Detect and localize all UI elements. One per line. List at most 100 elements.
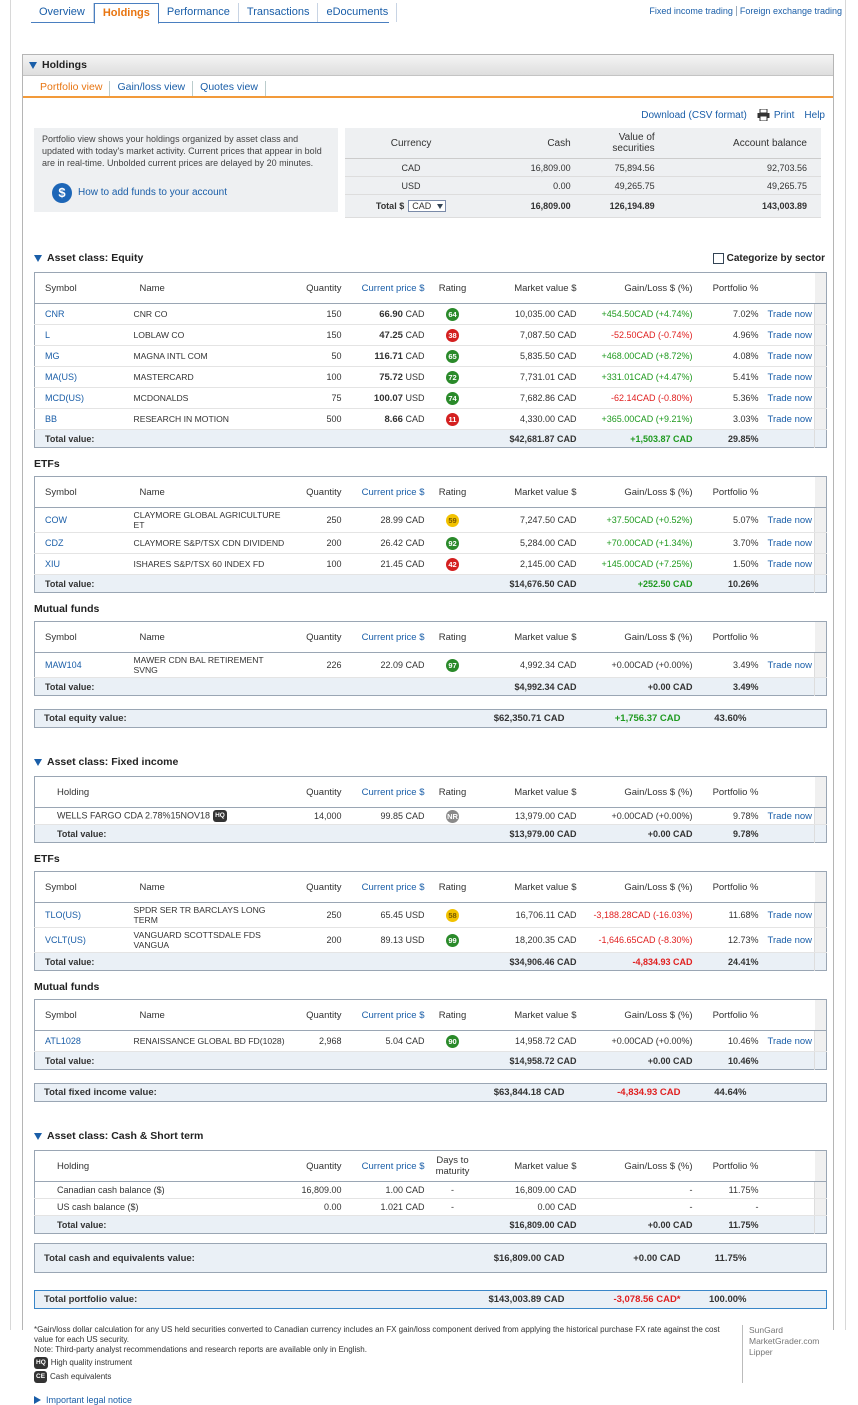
scrollbar: [814, 532, 827, 554]
symbol-link[interactable]: MA(US): [34, 366, 130, 388]
summary-row: Total portfolio value: $143,003.89 CAD -3,…: [35, 1291, 827, 1309]
collapse-icon[interactable]: [34, 1132, 42, 1140]
symbol-link[interactable]: BB: [34, 408, 130, 430]
collapse-icon[interactable]: [34, 254, 42, 262]
scrollbar: [814, 652, 827, 678]
gain-loss: +0.00CAD (+0.00%): [580, 652, 697, 678]
trade-cell: Trade now: [762, 807, 815, 825]
action-link[interactable]: Print: [773, 109, 795, 121]
trade-link[interactable]: Trade now: [767, 514, 813, 526]
view-tab[interactable]: Gain/loss view: [110, 81, 194, 96]
asset-class-title: Asset class: Equity Categorize by sector: [34, 251, 825, 265]
header-spacer: [762, 871, 815, 903]
trade-link[interactable]: Trade now: [767, 934, 813, 946]
symbol-link[interactable]: COW: [34, 507, 130, 533]
tab[interactable]: Transactions: [239, 3, 319, 22]
total-label: Total value:: [34, 824, 477, 843]
column-header: Quantity: [289, 871, 346, 903]
symbol-link[interactable]: XIU: [34, 553, 130, 575]
holding-row: MCD(US) MCDONALDS 75 100.07 USD 74 7,682.86 C…: [34, 387, 827, 409]
tab[interactable]: Holdings: [93, 3, 159, 24]
add-funds-link[interactable]: $ How to add funds to your account: [52, 183, 330, 203]
trade-cell: Trade now: [762, 303, 815, 325]
current-price: 5.04 CAD: [345, 1030, 429, 1052]
checkbox[interactable]: [712, 252, 724, 264]
asset-class: Asset class: Cash & Short term Holding Qua…: [34, 1129, 827, 1273]
legend-item: HQ High quality instrument: [34, 1357, 734, 1369]
rating-badge: 74: [446, 391, 459, 405]
quantity: 200: [289, 927, 346, 953]
legal-text[interactable]: Important legal notice: [46, 1395, 133, 1405]
view-tab[interactable]: Quotes view: [193, 81, 266, 96]
trade-link[interactable]: Trade now: [767, 392, 813, 404]
rating: 58: [428, 902, 477, 928]
security-name: RENAISSANCE GLOBAL BD FD(1028): [129, 1030, 290, 1052]
scrollbar: [814, 345, 827, 367]
collapse-icon[interactable]: [29, 61, 37, 69]
trade-cell: Trade now: [762, 532, 815, 554]
trade-cell: [762, 1198, 815, 1216]
security-name: SPDR SER TR BARCLAYS LONG TERM: [129, 902, 290, 928]
column-header: Portfolio %: [696, 776, 763, 808]
symbol-link[interactable]: MAW104: [34, 652, 130, 678]
top-link[interactable]: Fixed income trading: [649, 6, 733, 16]
symbol-link[interactable]: TLO(US): [34, 902, 130, 928]
top-link[interactable]: Foreign exchange trading: [735, 6, 845, 16]
summary-gain: +1,756.37 CAD: [614, 713, 681, 724]
trade-link[interactable]: Trade now: [767, 308, 813, 320]
badge: CE: [34, 1371, 48, 1383]
symbol-link[interactable]: MCD(US): [34, 387, 130, 409]
trade-link[interactable]: Trade now: [767, 350, 813, 362]
market-value: 0.00 CAD: [476, 1198, 581, 1216]
title-wrap: Asset class: Cash & Short term: [34, 1130, 203, 1142]
price: 1.00: [385, 1185, 403, 1195]
trade-link[interactable]: Trade now: [767, 1035, 813, 1047]
action-link[interactable]: Download (CSV format): [641, 109, 747, 121]
add-funds-text[interactable]: How to add funds to your account: [78, 187, 227, 198]
quantity: 250: [289, 902, 346, 928]
total-row: Total value: $16,809.00 CAD +0.00 CAD 11.75…: [34, 1215, 827, 1234]
current-price: 75.72 USD: [345, 366, 429, 388]
asset-class-name: Asset class: Equity: [47, 252, 144, 264]
header-row: Symbol Name Quantity Current price $ Rating M…: [34, 621, 827, 653]
scrollbar: [814, 476, 827, 508]
column-header: Portfolio %: [696, 476, 763, 508]
quantity: 250: [289, 507, 346, 533]
tab[interactable]: Performance: [159, 3, 239, 22]
categorize-toggle[interactable]: Categorize by sector: [712, 252, 825, 264]
trade-link[interactable]: Trade now: [767, 810, 813, 822]
quantity: 100: [289, 553, 346, 575]
header-row: Symbol Name Quantity Current price $ Rating M…: [34, 272, 827, 304]
gain-loss: -3,188.28CAD (-16.03%): [580, 902, 697, 928]
trade-link[interactable]: Trade now: [767, 909, 813, 921]
tab[interactable]: eDocuments: [318, 3, 398, 22]
action-link[interactable]: Help: [804, 109, 825, 121]
collapse-icon[interactable]: [34, 758, 42, 766]
symbol-link[interactable]: CNR: [34, 303, 130, 325]
summary-cell: 16,809.00: [491, 158, 585, 177]
tab[interactable]: Overview: [31, 3, 94, 22]
trade-link[interactable]: Trade now: [767, 413, 813, 425]
trade-link[interactable]: Trade now: [767, 558, 813, 570]
symbol-link[interactable]: L: [34, 324, 130, 346]
trade-link[interactable]: Trade now: [767, 329, 813, 341]
symbol-link[interactable]: VCLT(US): [34, 927, 130, 953]
rating: 64: [428, 303, 477, 325]
symbol-link[interactable]: CDZ: [34, 532, 130, 554]
summary-market-value: $16,809.00 CAD: [493, 1252, 565, 1264]
legal-link[interactable]: Important legal notice: [34, 1395, 825, 1405]
total-label: Total value:: [34, 429, 477, 448]
trade-link[interactable]: Trade now: [767, 659, 813, 671]
scrollbar: [814, 999, 827, 1031]
currency-select[interactable]: CAD: [408, 200, 447, 212]
trade-link[interactable]: Trade now: [767, 537, 813, 549]
symbol-link[interactable]: MG: [34, 345, 130, 367]
legend-item: CE Cash equivalents: [34, 1371, 734, 1383]
view-tab[interactable]: Portfolio view: [33, 81, 111, 96]
symbol-link[interactable]: ATL1028: [34, 1030, 130, 1052]
summary-cell: 92,703.56: [668, 158, 821, 177]
print-icon[interactable]: [757, 109, 770, 121]
trade-link[interactable]: Trade now: [767, 371, 813, 383]
scrollbar: [814, 574, 827, 593]
rating-badge: 58: [446, 908, 459, 922]
